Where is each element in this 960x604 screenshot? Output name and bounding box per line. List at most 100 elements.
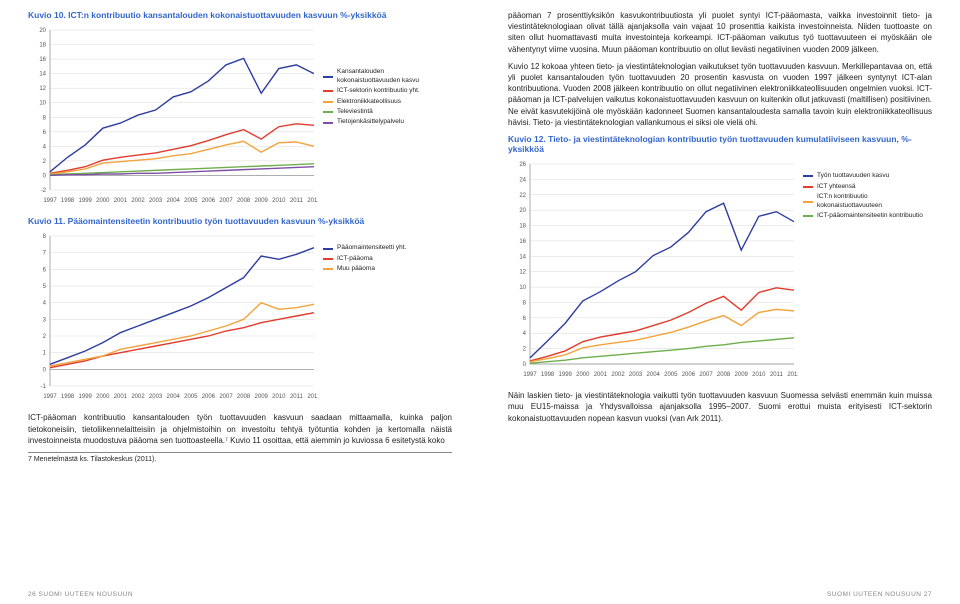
svg-text:12: 12 [519, 270, 526, 276]
legend-swatch [323, 258, 333, 260]
left-body-paragraph: ICT-pääoman kontribuutio kansantalouden … [28, 412, 452, 446]
svg-text:1999: 1999 [79, 198, 93, 204]
svg-text:2004: 2004 [167, 394, 181, 400]
svg-text:2000: 2000 [96, 198, 110, 204]
svg-text:2008: 2008 [237, 394, 251, 400]
legend-label: Pääomaintensiteetti yht. [337, 244, 406, 252]
legend-item: ICT-sektorin kontribuutio yht. [323, 87, 443, 95]
svg-text:1998: 1998 [541, 372, 555, 378]
svg-text:16: 16 [39, 57, 46, 63]
legend-item: Tietojenkäsittelypalvelu [323, 118, 443, 126]
legend-item: Muu pääoma [323, 265, 443, 273]
svg-text:2012: 2012 [307, 198, 318, 204]
svg-text:26: 26 [519, 162, 526, 168]
svg-text:1999: 1999 [559, 372, 573, 378]
chart10-legend: Kansantalouden kokonaistuottavuuden kasv… [323, 68, 443, 129]
svg-text:2: 2 [43, 159, 47, 165]
svg-text:22: 22 [519, 193, 526, 199]
svg-text:8: 8 [523, 301, 527, 307]
svg-text:7: 7 [43, 251, 47, 257]
legend-item: Pääomaintensiteetti yht. [323, 244, 443, 252]
svg-text:6: 6 [523, 316, 527, 322]
svg-text:2005: 2005 [664, 372, 678, 378]
svg-text:2008: 2008 [717, 372, 731, 378]
svg-text:2001: 2001 [114, 198, 128, 204]
legend-label: ICT-sektorin kontribuutio yht. [337, 87, 420, 95]
svg-text:0: 0 [43, 174, 47, 180]
svg-text:2011: 2011 [290, 198, 304, 204]
legend-label: Työn tuottavuuden kasvu [817, 172, 889, 180]
svg-text:8: 8 [43, 234, 47, 240]
legend-swatch [323, 111, 333, 113]
svg-text:2007: 2007 [699, 372, 713, 378]
legend-swatch [323, 122, 333, 124]
legend-swatch [803, 215, 813, 217]
svg-text:2002: 2002 [131, 198, 145, 204]
svg-text:4: 4 [43, 301, 47, 307]
right-page: pääoman 7 prosenttiyksikön kasvukontribu… [480, 0, 960, 604]
legend-item: Televiestintä [323, 108, 443, 116]
svg-text:2007: 2007 [219, 394, 233, 400]
right-para-3: Näin laskien tieto- ja viestintäteknolog… [508, 390, 932, 424]
legend-label: Televiestintä [337, 108, 373, 116]
legend-swatch [323, 76, 333, 78]
chart12: 0246810121416182022242619971998199920002… [508, 160, 932, 380]
svg-text:1: 1 [43, 351, 47, 357]
svg-text:2012: 2012 [307, 394, 318, 400]
svg-text:2008: 2008 [237, 198, 251, 204]
svg-text:2003: 2003 [149, 198, 163, 204]
legend-label: Tietojenkäsittelypalvelu [337, 118, 404, 126]
svg-text:2000: 2000 [576, 372, 590, 378]
legend-label: Muu pääoma [337, 265, 375, 273]
svg-text:-2: -2 [41, 188, 47, 194]
svg-text:18: 18 [519, 224, 526, 230]
chart11-svg: -101234567819971998199920002001200220032… [28, 232, 318, 402]
legend-label: ICT:n kontribuutio kokonaistuottavuuteen [817, 193, 933, 210]
legend-swatch [323, 90, 333, 92]
chart10: -202468101214161820199719981999200020012… [28, 26, 452, 206]
legend-item: ICT-pääoma [323, 255, 443, 263]
svg-text:0: 0 [43, 368, 47, 374]
svg-text:14: 14 [519, 255, 526, 261]
svg-text:6: 6 [43, 130, 47, 136]
page-spread: Kuvio 10. ICT:n kontribuutio kansantalou… [0, 0, 960, 604]
legend-label: ICT-pääomaintensiteetin kontribuutio [817, 212, 923, 220]
svg-text:8: 8 [43, 115, 47, 121]
svg-text:1997: 1997 [43, 394, 57, 400]
svg-text:1998: 1998 [61, 394, 75, 400]
legend-label: Elektroniikkateollisuus [337, 98, 401, 106]
legend-label: ICT yhteensä [817, 183, 856, 191]
svg-text:10: 10 [39, 101, 46, 107]
left-page-footer: 26 SUOMI UUTEEN NOUSUUN [28, 591, 133, 598]
svg-text:2006: 2006 [202, 394, 216, 400]
svg-text:2010: 2010 [272, 198, 286, 204]
chart11-legend: Pääomaintensiteetti yht. ICT-pääoma Muu pä… [323, 244, 443, 275]
svg-text:20: 20 [39, 28, 46, 34]
svg-text:6: 6 [43, 268, 47, 274]
svg-text:2001: 2001 [594, 372, 608, 378]
svg-text:2: 2 [523, 347, 527, 353]
svg-text:2004: 2004 [167, 198, 181, 204]
legend-swatch [803, 186, 813, 188]
legend-item: Elektroniikkateollisuus [323, 98, 443, 106]
legend-label: Kansantalouden kokonaistuottavuuden kasv… [337, 68, 443, 85]
svg-text:2010: 2010 [272, 394, 286, 400]
svg-text:2005: 2005 [184, 394, 198, 400]
legend-item: Kansantalouden kokonaistuottavuuden kasv… [323, 68, 443, 85]
svg-text:0: 0 [523, 362, 527, 368]
svg-text:20: 20 [519, 208, 526, 214]
legend-swatch [803, 175, 813, 177]
chart11: -101234567819971998199920002001200220032… [28, 232, 452, 402]
chart11-title: Kuvio 11. Pääomaintensiteetin kontribuut… [28, 216, 452, 226]
svg-text:12: 12 [39, 86, 46, 92]
legend-swatch [323, 101, 333, 103]
svg-text:2009: 2009 [255, 394, 269, 400]
svg-text:2006: 2006 [682, 372, 696, 378]
svg-text:2003: 2003 [149, 394, 163, 400]
svg-text:2004: 2004 [647, 372, 661, 378]
svg-text:1997: 1997 [523, 372, 537, 378]
svg-text:2: 2 [43, 334, 47, 340]
svg-text:2011: 2011 [290, 394, 304, 400]
chart10-title: Kuvio 10. ICT:n kontribuutio kansantalou… [28, 10, 452, 20]
legend-item: ICT:n kontribuutio kokonaistuottavuuteen [803, 193, 933, 210]
